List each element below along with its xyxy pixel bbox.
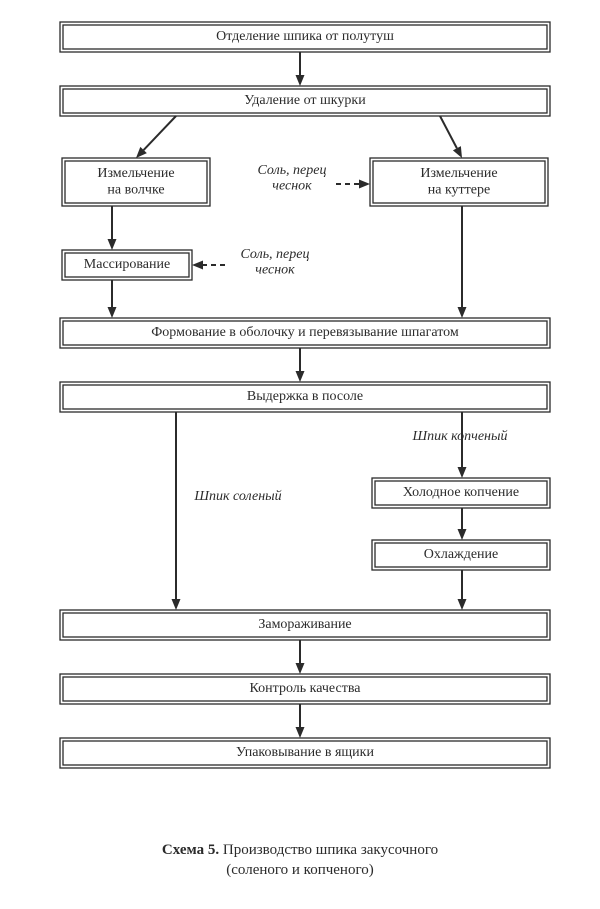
flow-node-label: Холодное копчение [403, 485, 519, 500]
flow-node-label: на куттере [428, 182, 490, 197]
flowchart-svg: Отделение шпика от полутуш Удаление от шк… [0, 0, 600, 909]
flow-node: Формование в оболочку и перевязывание шп… [60, 318, 550, 348]
flow-arrow [296, 52, 305, 86]
flow-arrow [108, 280, 117, 318]
flow-node-label: Выдержка в посоле [247, 389, 363, 404]
flow-arrow [458, 570, 467, 610]
figure-caption: Схема 5. Производство шпика закусочного … [50, 840, 550, 881]
flow-arrow [458, 508, 467, 540]
caption-line2: (соленого и копченого) [226, 862, 374, 878]
flow-node: Замораживание [60, 610, 550, 640]
flow-node-label: Массирование [84, 257, 170, 272]
flow-arrow [458, 206, 467, 318]
flow-node-label: Удаление от шкурки [244, 93, 366, 108]
flow-arrow [108, 206, 117, 250]
flow-node-label: на волчке [107, 182, 164, 197]
flow-node-label: Контроль качества [250, 681, 362, 696]
flow-annotation: Шпик соленый [193, 489, 281, 504]
flow-node: Отделение шпика от полутуш [60, 22, 550, 52]
flow-node: Холодное копчение [372, 478, 550, 508]
flow-arrow [296, 640, 305, 674]
flow-annotation-label: Соль, перец [241, 247, 310, 262]
flow-node-label: Охлаждение [424, 547, 499, 562]
flow-node: Охлаждение [372, 540, 550, 570]
flow-annotation-label: чеснок [272, 178, 312, 193]
flow-arrow [296, 704, 305, 738]
flow-node: Контроль качества [60, 674, 550, 704]
flow-node-label: Замораживание [258, 617, 351, 632]
flow-arrow [136, 116, 176, 158]
flow-annotation-label: чеснок [255, 262, 295, 277]
caption-prefix: Схема 5. [162, 842, 219, 858]
flow-arrow [192, 261, 225, 270]
caption-line1: Производство шпика закусочного [219, 842, 438, 858]
flow-node-label: Формование в оболочку и перевязывание шп… [151, 325, 459, 340]
flow-node: Измельчениена волчке [62, 158, 210, 206]
flow-node: Массирование [62, 250, 192, 280]
flow-node-label: Измельчение [97, 166, 174, 181]
flow-annotation-label: Соль, перец [258, 163, 327, 178]
flow-annotation: Шпик копченый [412, 429, 508, 444]
flow-annotation-label: Шпик соленый [193, 489, 281, 504]
flow-node: Выдержка в посоле [60, 382, 550, 412]
flow-arrow [458, 412, 467, 478]
flow-node: Упаковывание в ящики [60, 738, 550, 768]
flow-node: Измельчениена куттере [370, 158, 548, 206]
flow-annotation: Соль, перецчеснок [241, 247, 310, 277]
flow-annotation-label: Шпик копченый [412, 429, 508, 444]
flow-node-label: Измельчение [420, 166, 497, 181]
flow-arrow [172, 412, 181, 610]
flow-node: Удаление от шкурки [60, 86, 550, 116]
flow-arrow [336, 180, 370, 189]
flow-node-label: Отделение шпика от полутуш [216, 29, 394, 44]
flow-annotation: Соль, перецчеснок [258, 163, 327, 193]
flow-arrow [296, 348, 305, 382]
flow-arrow [440, 116, 462, 158]
flow-node-label: Упаковывание в ящики [236, 745, 374, 760]
